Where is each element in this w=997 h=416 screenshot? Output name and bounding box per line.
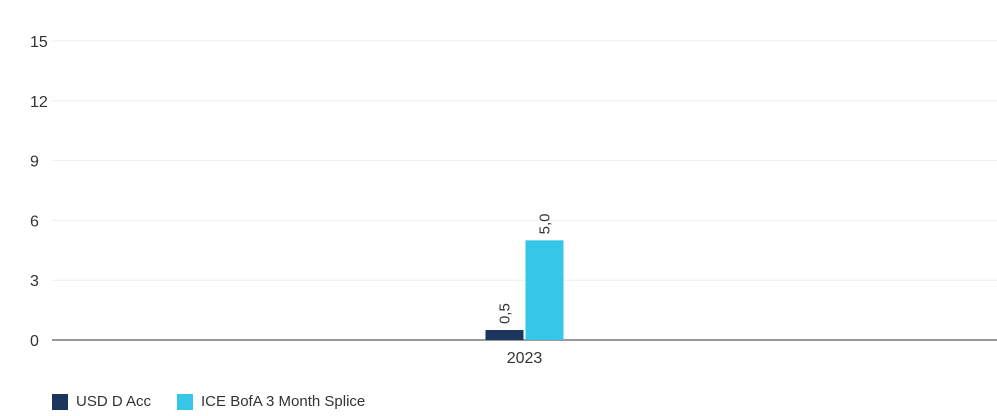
- bar-2: [525, 240, 564, 340]
- bar-1: [485, 330, 524, 340]
- y-tick-label: 15: [30, 34, 48, 51]
- y-tick-label: 3: [30, 273, 39, 290]
- legend-label: USD D Acc: [76, 393, 152, 410]
- legend-swatch: [177, 393, 194, 410]
- y-tick-label: 12: [30, 94, 48, 111]
- legend-swatch: [52, 393, 68, 410]
- x-tick-label: 2023: [507, 350, 543, 367]
- legend: USD D Acc ICE BofA 3 Month Splice: [52, 393, 391, 410]
- y-tick-label: 0: [30, 333, 39, 350]
- y-tick-label: 9: [30, 154, 39, 171]
- legend-item: ICE BofA 3 Month Splice: [177, 393, 365, 410]
- legend-item: USD D Acc: [52, 393, 151, 410]
- y-tick-label: 6: [30, 213, 39, 230]
- data-label: 5,0: [537, 213, 554, 234]
- data-label: 0,5: [497, 303, 514, 324]
- legend-label: ICE BofA 3 Month Splice: [201, 393, 366, 410]
